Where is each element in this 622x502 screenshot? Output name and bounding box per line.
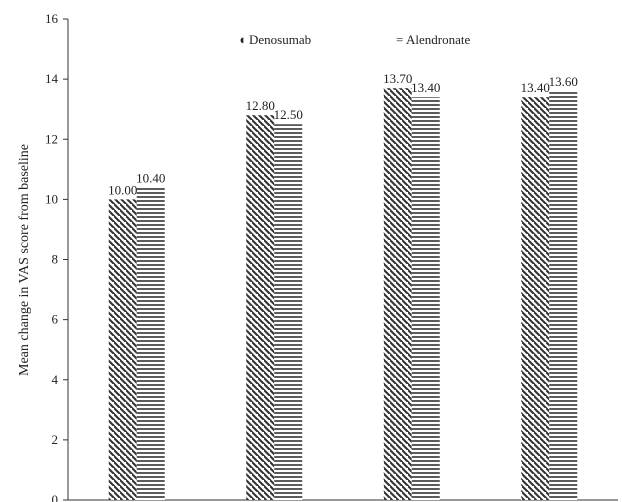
- y-tick-label: 2: [52, 432, 59, 447]
- legend: ◖ Denosumab = Alendronate: [238, 32, 470, 47]
- y-ticks: 0 2 4 6 8 10 12 14 16: [45, 11, 68, 502]
- legend-label-alendronate: Alendronate: [406, 32, 470, 47]
- data-label-denosumab-1: 10.00: [108, 182, 137, 197]
- bar-denosumab-4: [521, 97, 550, 500]
- bar-denosumab-3: [383, 88, 412, 501]
- y-tick-label: 0: [52, 492, 59, 502]
- bar-alendronate-4: [549, 91, 578, 501]
- bar-denosumab-1: [108, 199, 137, 500]
- legend-label-denosumab: Denosumab: [249, 32, 311, 47]
- data-label-alendronate-1: 10.40: [136, 170, 165, 185]
- data-label-denosumab-2: 12.80: [246, 98, 275, 113]
- data-label-alendronate-3: 13.40: [411, 80, 440, 95]
- bar-alendronate-2: [274, 124, 303, 500]
- data-label-denosumab-4: 13.40: [521, 80, 550, 95]
- y-tick-label: 16: [45, 11, 59, 26]
- data-label-denosumab-3: 13.70: [383, 71, 412, 86]
- y-tick-label: 14: [45, 71, 59, 86]
- y-tick-label: 12: [45, 131, 58, 146]
- legend-marker-alendronate: =: [396, 32, 403, 47]
- legend-marker-denosumab: ◖: [238, 32, 246, 47]
- bar-denosumab-2: [246, 115, 275, 500]
- y-tick-label: 6: [52, 312, 59, 327]
- y-tick-label: 10: [45, 191, 58, 206]
- bars: [108, 88, 578, 501]
- y-axis-title: Mean change in VAS score from baseline: [17, 144, 32, 376]
- data-label-alendronate-4: 13.60: [549, 74, 578, 89]
- data-label-alendronate-2: 12.50: [274, 107, 303, 122]
- y-tick-label: 8: [52, 252, 59, 267]
- bar-alendronate-3: [411, 97, 440, 500]
- y-tick-label: 4: [52, 372, 59, 387]
- bar-alendronate-1: [136, 187, 165, 500]
